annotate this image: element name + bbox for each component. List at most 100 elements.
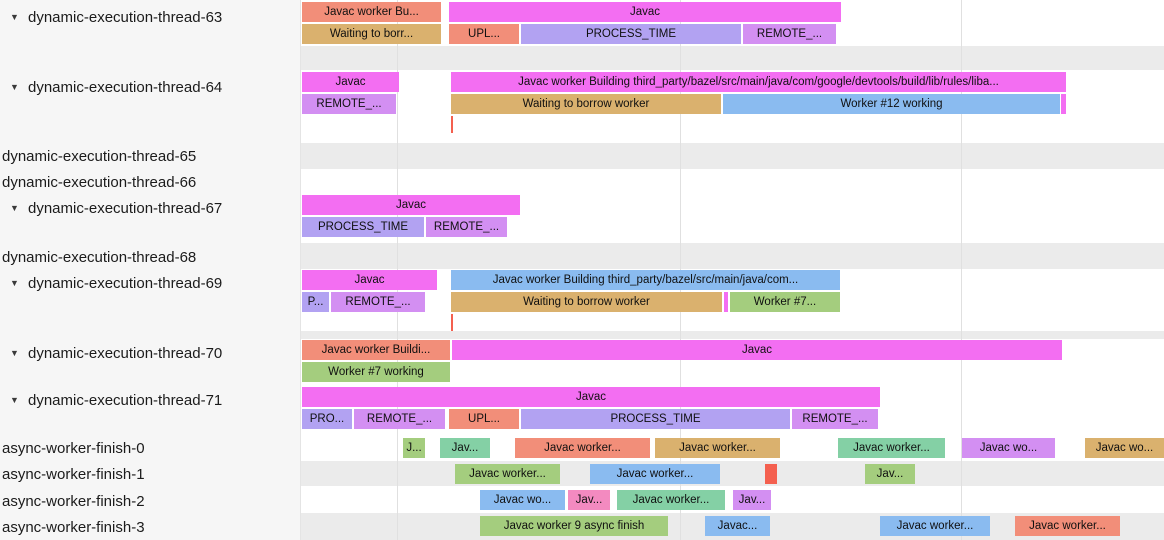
thread-name-label: dynamic-execution-thread-68	[2, 248, 197, 266]
trace-event-bar[interactable]: UPL...	[449, 409, 519, 429]
trace-event-label: Jav...	[738, 494, 766, 506]
thread-name-label: dynamic-execution-thread-65	[2, 147, 197, 165]
thread-row-async-worker-finish-2[interactable]: async-worker-finish-2	[0, 490, 300, 512]
thread-row-dynamic-execution-thread-69[interactable]: ▼ dynamic-execution-thread-69	[0, 272, 300, 294]
trace-event-bar[interactable]: Javac wo...	[962, 438, 1055, 458]
expander-triangle-icon[interactable]: ▼	[10, 348, 19, 358]
trace-event-label: Javac worker...	[679, 442, 756, 454]
trace-event-bar[interactable]: REMOTE_...	[426, 217, 507, 237]
trace-event-bar[interactable]: REMOTE_...	[743, 24, 836, 44]
trace-event-bar[interactable]: Javac	[302, 195, 520, 215]
trace-event-bar[interactable]: PRO...	[302, 409, 352, 429]
thread-row-async-worker-finish-1[interactable]: async-worker-finish-1	[0, 463, 300, 485]
thread-row-dynamic-execution-thread-66[interactable]: dynamic-execution-thread-66	[0, 171, 300, 193]
trace-event-bar[interactable]: Javac worker Building third_party/bazel/…	[451, 270, 840, 290]
thread-name-label: async-worker-finish-2	[2, 492, 145, 510]
trace-event-bar[interactable]: Javac worker Buildi...	[302, 340, 450, 360]
trace-event-bar[interactable]: Javac worker...	[838, 438, 945, 458]
thread-row-dynamic-execution-thread-64[interactable]: ▼ dynamic-execution-thread-64	[0, 76, 300, 98]
trace-event-label: Worker #12 working	[840, 98, 943, 110]
thread-name-label: dynamic-execution-thread-66	[2, 173, 197, 191]
expander-triangle-icon[interactable]: ▼	[10, 395, 19, 405]
trace-event-label: Javac	[395, 199, 427, 211]
trace-event-bar[interactable]: Javac worker...	[590, 464, 720, 484]
trace-event-bar[interactable]: Javac wo...	[480, 490, 565, 510]
trace-event-bar[interactable]: Javac worker 9 async finish	[480, 516, 668, 536]
timeline-canvas[interactable]: Javac worker Bu... Javac Waiting to borr..…	[301, 0, 1164, 540]
trace-event-label: Jav...	[876, 468, 904, 480]
trace-event-bar[interactable]: Javac	[449, 2, 841, 22]
trace-event-bar[interactable]: Waiting to borrow worker	[451, 94, 721, 114]
trace-event-bar[interactable]: Javac worker Building third_party/bazel/…	[451, 72, 1066, 92]
trace-event-bar[interactable]: Javac worker...	[880, 516, 990, 536]
thread-row-dynamic-execution-thread-70[interactable]: ▼ dynamic-execution-thread-70	[0, 342, 300, 364]
trace-event-label: REMOTE_...	[345, 296, 411, 308]
trace-event-label: Javac	[575, 391, 607, 403]
expander-triangle-icon[interactable]: ▼	[10, 12, 19, 22]
trace-event-bar[interactable]: REMOTE_...	[354, 409, 445, 429]
thread-row-dynamic-execution-thread-65[interactable]: dynamic-execution-thread-65	[0, 145, 300, 167]
trace-event-bar[interactable]: Jav...	[865, 464, 915, 484]
trace-event-bar[interactable]: Javac	[302, 72, 399, 92]
thread-row-dynamic-execution-thread-67[interactable]: ▼ dynamic-execution-thread-67	[0, 197, 300, 219]
trace-event-bar[interactable]: Javac wo...	[1085, 438, 1164, 458]
thread-name-label: dynamic-execution-thread-63	[28, 8, 223, 26]
trace-event-bar[interactable]: J...	[403, 438, 425, 458]
trace-event-bar[interactable]: Javac	[302, 270, 437, 290]
thread-row-dynamic-execution-thread-71[interactable]: ▼ dynamic-execution-thread-71	[0, 389, 300, 411]
trace-event-bar[interactable]: Waiting to borr...	[302, 24, 441, 44]
trace-event-bar[interactable]	[1061, 94, 1066, 114]
row-stripe	[301, 143, 1164, 169]
trace-event-bar[interactable]: Javac worker...	[617, 490, 725, 510]
trace-event-bar[interactable]: Jav...	[568, 490, 610, 510]
trace-event-label: Javac worker Bu...	[324, 6, 419, 18]
expander-triangle-icon[interactable]: ▼	[10, 203, 19, 213]
trace-event-bar[interactable]: REMOTE_...	[792, 409, 878, 429]
trace-event-label: REMOTE_...	[802, 413, 868, 425]
trace-event-bar[interactable]: Worker #7...	[730, 292, 840, 312]
expander-triangle-icon[interactable]: ▼	[10, 278, 19, 288]
trace-event-bar[interactable]: UPL...	[449, 24, 519, 44]
trace-event-label: Javac worker...	[544, 442, 621, 454]
thread-row-dynamic-execution-thread-68[interactable]: dynamic-execution-thread-68	[0, 246, 300, 268]
trace-event-bar[interactable]: Javac worker...	[515, 438, 650, 458]
trace-event-bar[interactable]: Javac worker...	[655, 438, 780, 458]
trace-event-label: Javac worker...	[469, 468, 546, 480]
trace-event-bar[interactable]: Waiting to borrow worker	[451, 292, 722, 312]
row-stripe	[301, 331, 1164, 339]
trace-event-label: Javac	[354, 274, 385, 286]
trace-event-label: Javac worker Building third_party/bazel/…	[492, 274, 799, 286]
trace-event-bar[interactable]: PROCESS_TIME	[521, 24, 741, 44]
thread-row-async-worker-finish-3[interactable]: async-worker-finish-3	[0, 516, 300, 538]
trace-event-bar[interactable]: Javac...	[705, 516, 770, 536]
trace-event-bar[interactable]: Javac worker...	[1015, 516, 1120, 536]
trace-event-bar[interactable]: REMOTE_...	[331, 292, 425, 312]
trace-event-bar[interactable]: P...	[302, 292, 329, 312]
trace-event-label: Javac worker 9 async finish	[503, 520, 645, 532]
trace-event-bar[interactable]: Worker #7 working	[302, 362, 450, 382]
trace-event-bar[interactable]: Worker #12 working	[723, 94, 1060, 114]
trace-event-bar[interactable]: Jav...	[733, 490, 771, 510]
trace-event-bar[interactable]: PROCESS_TIME	[302, 217, 424, 237]
row-stripe	[301, 243, 1164, 269]
thread-row-async-worker-finish-0[interactable]: async-worker-finish-0	[0, 437, 300, 459]
trace-event-bar[interactable]: Jav...	[440, 438, 490, 458]
trace-event-label: Javac...	[717, 520, 758, 532]
thread-row-dynamic-execution-thread-63[interactable]: ▼ dynamic-execution-thread-63	[0, 6, 300, 28]
trace-event-bar[interactable]	[765, 464, 777, 484]
trace-event-bar[interactable]: PROCESS_TIME	[521, 409, 790, 429]
trace-event-bar[interactable]: Javac worker Bu...	[302, 2, 441, 22]
row-stripe	[301, 461, 1164, 486]
trace-event-label: Javac wo...	[493, 494, 552, 506]
critical-path-tick	[451, 116, 453, 133]
trace-event-label: Javac worker...	[853, 442, 930, 454]
trace-event-bar[interactable]: Javac	[302, 387, 880, 407]
trace-event-label: REMOTE_...	[433, 221, 500, 233]
trace-event-bar[interactable]: Javac	[452, 340, 1062, 360]
trace-event-bar[interactable]	[724, 292, 728, 312]
thread-label-panel: ▼ dynamic-execution-thread-63 ▼ dynamic-exe…	[0, 0, 301, 540]
trace-event-bar[interactable]: REMOTE_...	[302, 94, 396, 114]
expander-triangle-icon[interactable]: ▼	[10, 82, 19, 92]
trace-event-bar[interactable]: Javac worker...	[455, 464, 560, 484]
trace-event-label: REMOTE_...	[316, 98, 382, 110]
